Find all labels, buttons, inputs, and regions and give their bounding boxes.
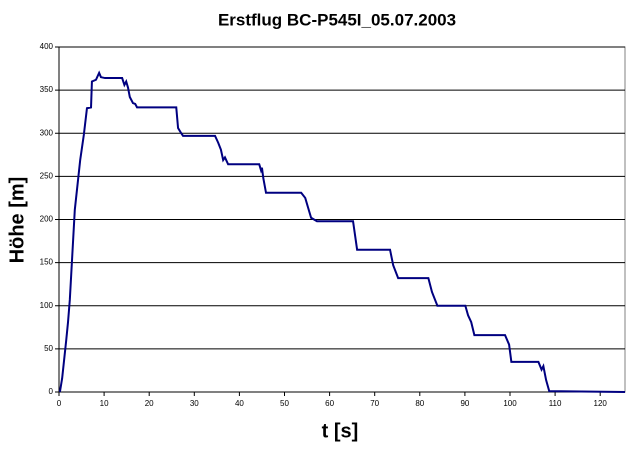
y-tick-label: 250	[40, 171, 54, 180]
y-tick-label: 300	[40, 128, 54, 137]
y-tick-label: 200	[40, 215, 54, 224]
y-tick-label: 0	[49, 387, 54, 396]
data-line	[58, 70, 626, 393]
x-axis-label: t [s]	[322, 420, 359, 442]
y-tick-label: 100	[40, 301, 54, 310]
x-tick-label: 30	[190, 399, 199, 408]
x-tick-label: 20	[145, 399, 154, 408]
x-tick-label: 70	[370, 399, 379, 408]
x-tick-label: 110	[549, 399, 562, 408]
y-tick-label: 50	[44, 344, 53, 353]
y-axis-label: Höhe [m]	[6, 177, 28, 264]
y-tick-label: 400	[40, 42, 54, 51]
chart-title: Erstflug BC-P545I_05.07.2003	[218, 10, 456, 29]
x-tick-label: 40	[235, 399, 244, 408]
x-tick-label: 100	[503, 399, 517, 408]
x-tick-label: 90	[460, 399, 469, 408]
x-tick-label: 60	[325, 399, 334, 408]
x-tick-label: 80	[415, 399, 424, 408]
y-tick-label: 150	[40, 258, 54, 267]
x-tick-label: 120	[594, 399, 608, 408]
x-tick-label: 50	[280, 399, 289, 408]
y-tick-label: 350	[40, 85, 54, 94]
x-tick-label: 10	[100, 399, 109, 408]
x-tick-label: 0	[57, 399, 62, 408]
